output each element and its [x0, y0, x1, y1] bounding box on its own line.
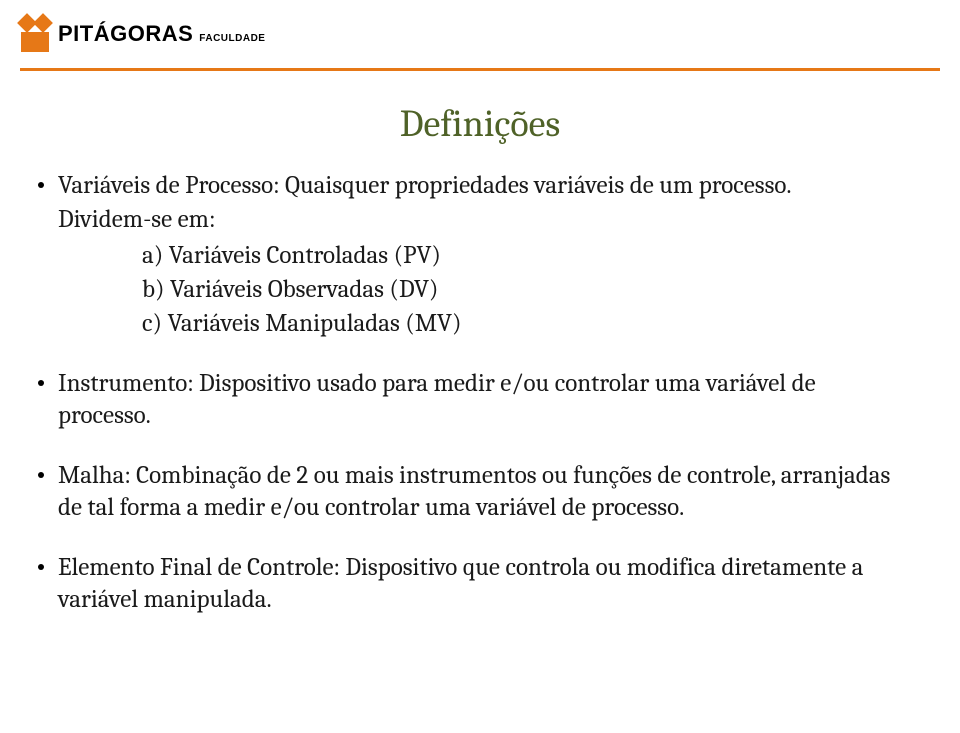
bullet-text: Instrumento: Dispositivo usado para medi…: [58, 369, 816, 430]
bullet-text: Variáveis de Processo: Quaisquer proprie…: [58, 171, 792, 200]
slide-content: Variáveis de Processo: Quaisquer proprie…: [58, 170, 902, 644]
sublist: a) Variáveis Controladas (PV) b) Variáve…: [142, 240, 902, 340]
brand-sub: FACULDADE: [199, 33, 265, 44]
bullet-4: Elemento Final de Controle: Dispositivo …: [58, 552, 902, 616]
slide-title: Definições: [0, 102, 960, 146]
bullet-icon: [38, 380, 44, 386]
header-rule: [20, 68, 940, 71]
subitem-a: a) Variáveis Controladas (PV): [142, 240, 902, 272]
logo-icon: [20, 16, 50, 52]
bullet-text: Malha: Combinação de 2 ou mais instrumen…: [58, 461, 890, 522]
subitem-c: c) Variáveis Manipuladas (MV): [142, 308, 902, 340]
subitem-b: b) Variáveis Observadas (DV): [142, 274, 902, 306]
brand-main: PITÁGORAS: [58, 21, 193, 47]
bullet-after: Dividem-se em:: [58, 204, 902, 236]
brand-text: PITÁGORAS FACULDADE: [58, 21, 265, 47]
bullet-3: Malha: Combinação de 2 ou mais instrumen…: [58, 460, 902, 524]
bullet-1: Variáveis de Processo: Quaisquer proprie…: [58, 170, 902, 340]
header-logo-block: PITÁGORAS FACULDADE: [20, 16, 265, 52]
bullet-icon: [38, 564, 44, 570]
bullet-2: Instrumento: Dispositivo usado para medi…: [58, 368, 902, 432]
bullet-icon: [38, 472, 44, 478]
bullet-icon: [38, 182, 44, 188]
bullet-text: Elemento Final de Controle: Dispositivo …: [58, 553, 863, 614]
